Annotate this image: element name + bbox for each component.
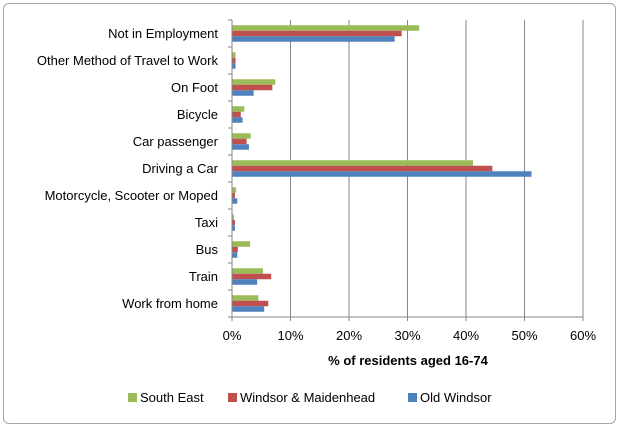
x-tick-label: 20% [336,328,362,343]
category-label: Bus [196,242,219,257]
legend-swatch [408,393,417,402]
bar-windsor-maidenhead-on-foot [232,84,273,91]
bar-windsor-maidenhead-car-passenger [232,138,247,145]
category-label: Driving a Car [142,161,219,176]
bar-windsor-maidenhead-taxi [232,219,235,226]
legend-label: Old Windsor [420,390,492,405]
bar-old-windsor-taxi [232,225,235,231]
x-tick-label: 40% [453,328,479,343]
category-label: Not in Employment [108,26,218,41]
bar-windsor-maidenhead-work-from-home [232,300,269,307]
x-tick-label: 0% [223,328,242,343]
bar-windsor-maidenhead-other-method-of-travel-to-work [232,57,236,64]
category-label: Train [189,269,218,284]
axes [228,19,584,321]
category-label: Motorcycle, Scooter or Moped [45,188,218,203]
bar-south-east-driving-a-car [232,160,474,166]
bar-windsor-maidenhead-bicycle [232,111,241,118]
x-tick-label: 50% [511,328,537,343]
gridlines [290,20,584,317]
category-label: Other Method of Travel to Work [37,53,219,68]
bar-old-windsor-bicycle [232,117,243,123]
bar-old-windsor-work-from-home [232,306,265,312]
bar-south-east-car-passenger [232,133,251,139]
bar-old-windsor-on-foot [232,90,254,96]
bar-south-east-on-foot [232,79,276,85]
category-label: Work from home [122,296,218,311]
bar-old-windsor-bus [232,252,238,258]
bar-windsor-maidenhead-bus [232,246,238,253]
category-label: On Foot [171,80,218,95]
category-label: Bicycle [177,107,218,122]
bar-windsor-maidenhead-motorcycle-scooter-or-moped [232,192,235,199]
bar-south-east-bicycle [232,106,245,112]
x-tick-label: 10% [277,328,303,343]
chart-frame [3,3,616,424]
bar-old-windsor-car-passenger [232,144,249,150]
legend-label: South East [140,390,204,405]
category-label: Taxi [195,215,218,230]
legend-swatch [128,393,137,402]
bar-old-windsor-not-in-employment [232,36,395,42]
bar-south-east-bus [232,241,251,247]
legend: South East Windsor & Maidenhead Old Windso… [128,390,492,405]
category-label: Car passenger [133,134,219,149]
bar-windsor-maidenhead-train [232,273,272,280]
bar-old-windsor-other-method-of-travel-to-work [232,63,236,69]
x-tick-labels: 0% 10% 20% 30% 40% 50% 60% [223,328,597,343]
bar-south-east-motorcycle-scooter-or-moped [232,187,237,193]
bar-south-east-work-from-home [232,295,259,301]
bar-old-windsor-motorcycle-scooter-or-moped [232,198,238,204]
legend-label: Windsor & Maidenhead [240,390,375,405]
x-tick-label: 30% [394,328,420,343]
category-labels: Not in Employment Other Method of Travel … [37,26,219,311]
bar-south-east-other-method-of-travel-to-work [232,52,236,58]
bars [232,25,532,312]
x-tick-label: 60% [570,328,596,343]
legend-swatch [228,393,237,402]
bar-old-windsor-train [232,279,258,285]
x-axis-title: % of residents aged 16-74 [328,353,488,368]
bar-windsor-maidenhead-driving-a-car [232,165,493,172]
bar-south-east-taxi [232,214,234,220]
bar-south-east-not-in-employment [232,25,420,31]
bar-south-east-train [232,268,264,274]
bar-windsor-maidenhead-not-in-employment [232,30,402,37]
bar-old-windsor-driving-a-car [232,171,532,177]
